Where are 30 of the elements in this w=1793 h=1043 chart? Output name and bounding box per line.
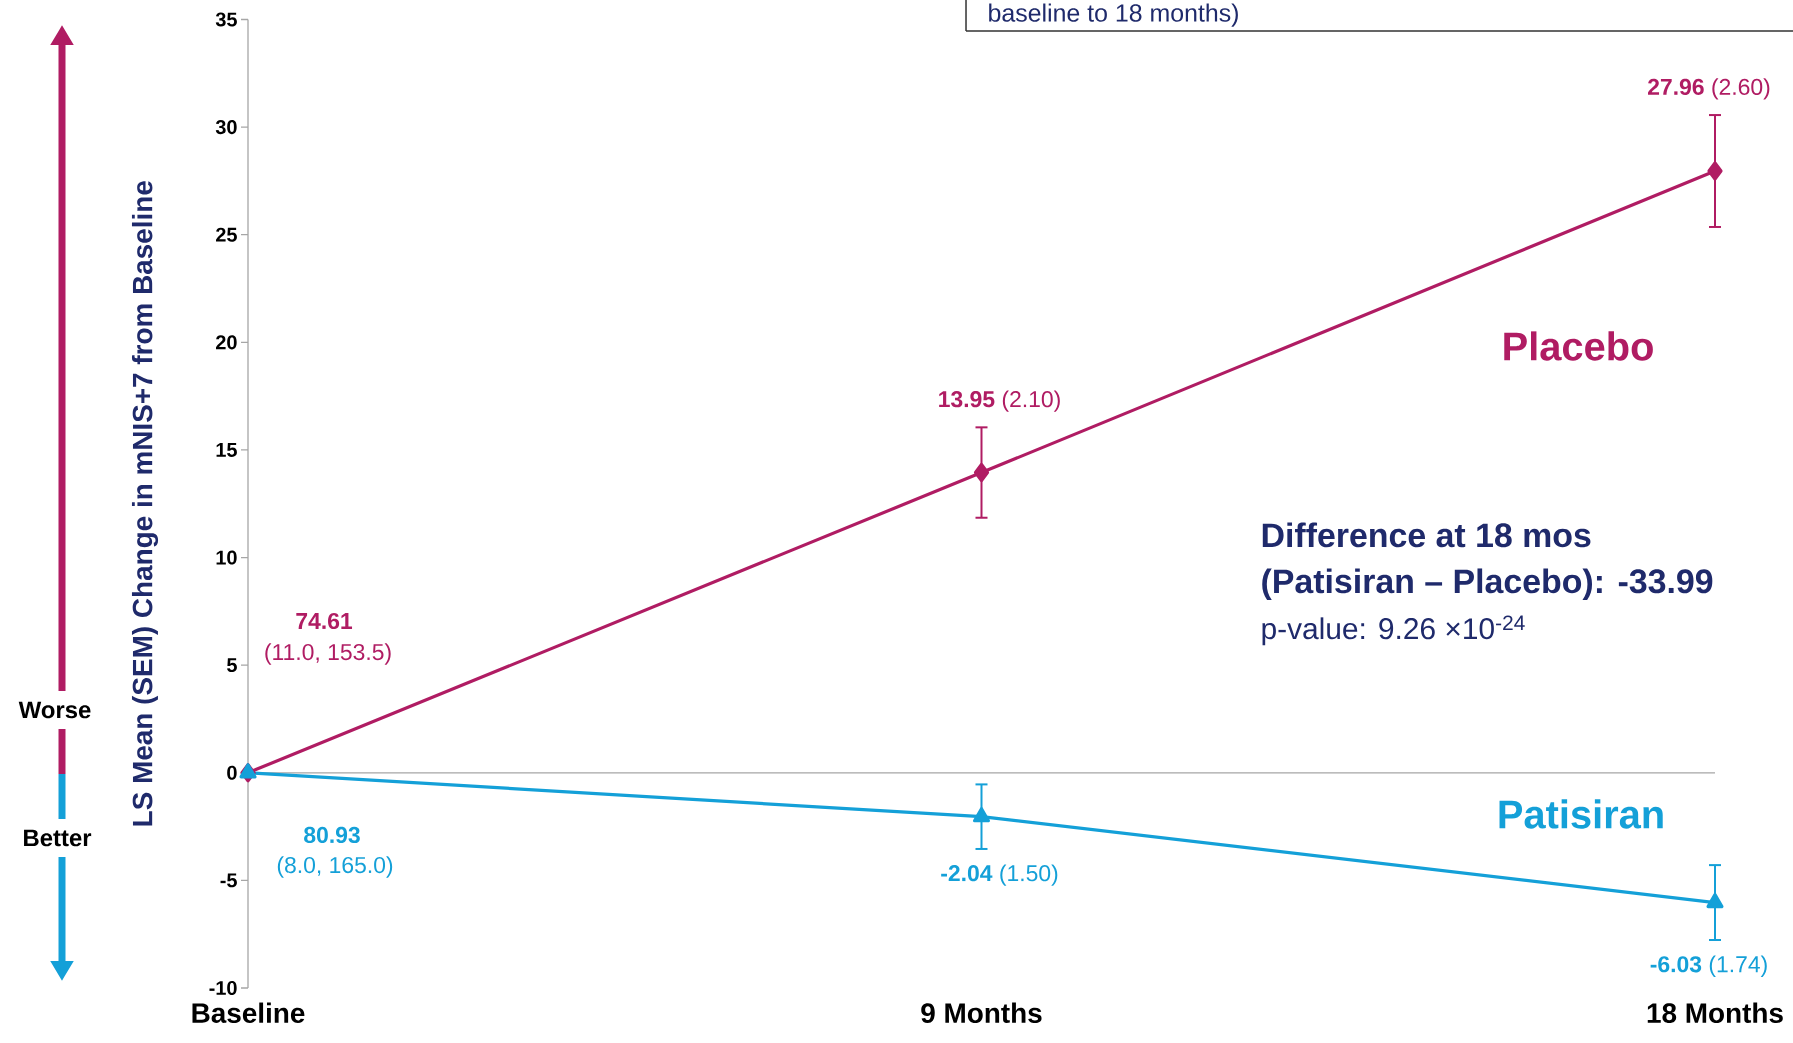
annotation: (8.0, 165.0) [277,856,393,878]
y-tick-label: 20 [216,335,237,350]
text: Worse [18,701,91,719]
annotation: 80.93 [304,826,360,844]
y-tick-label: 35 [215,12,237,27]
y-tick-label: 15 [216,442,237,457]
y-tick-label: 25 [216,227,237,242]
data-label: -6.03 (1.74) [1650,955,1767,977]
data-label: 27.96 (2.60) [1648,78,1770,100]
data-label: -2.04 (1.50) [941,864,1058,886]
y-tick-label: 30 [215,120,237,135]
y-tick-label: -5 [220,873,237,888]
y-tick-label: 0 [227,765,237,780]
text: Better [24,829,92,847]
annotation: Difference at 18 mos [1262,522,1591,548]
y-axis-title: LS Mean (SEM) Change in mNIS+7 from Baseline [131,181,159,826]
annotation: p-value: 9.26 ×10$^{-24}$ [1262,615,1525,646]
x-tick-label: Baseline [192,1002,305,1023]
annotation: 74.61 [296,612,353,630]
series-label: Placebo [1504,331,1653,361]
annotation: (Patisiran – Placebo): -33.99 [1262,568,1713,601]
data-label: 13.95 (2.10) [939,390,1060,412]
x-tick-label: 9 Months [921,1002,1042,1023]
annotation: baseline to 18 months) [989,3,1238,27]
series-label: Patisiran [1499,799,1663,829]
annotation: (11.0, 153.5) [265,643,391,665]
y-tick-label: 10 [216,550,237,565]
y-tick-label: -10 [209,980,237,996]
x-tick-label: 18 Months [1647,1002,1783,1023]
y-tick-label: 5 [227,658,237,673]
